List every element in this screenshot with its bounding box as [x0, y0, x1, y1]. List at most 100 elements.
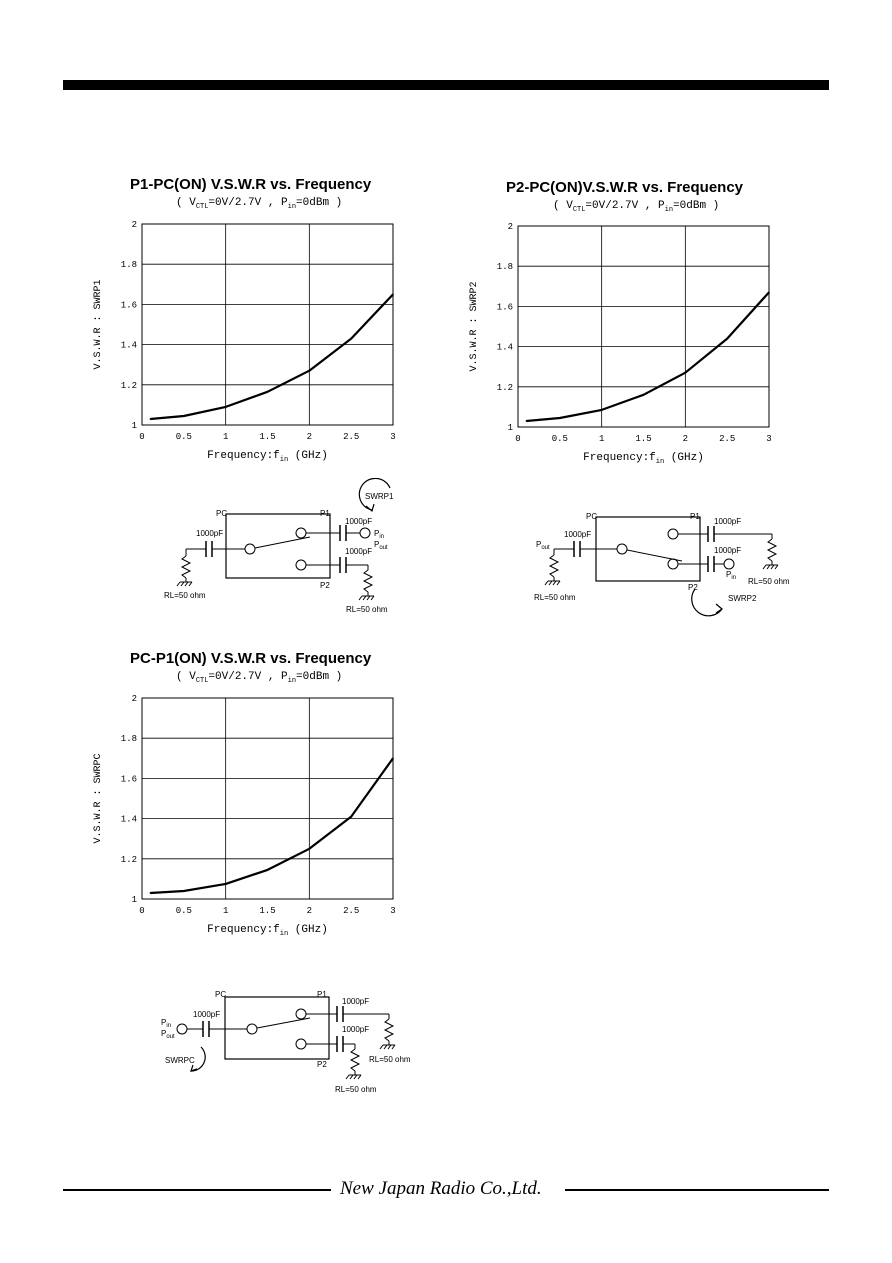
x-axis-label: Frequency:fin (GHz) — [207, 450, 328, 464]
data-point — [224, 883, 227, 885]
cap-in-label: 1000pF — [564, 530, 591, 539]
y-axis-label: V.S.W.R : SWRP2 — [469, 281, 480, 371]
x-tick-label: 1 — [223, 906, 228, 916]
plot-frame — [141, 223, 394, 426]
p1-label: P1 — [690, 512, 700, 521]
swr-arrow-icon — [190, 1046, 206, 1072]
p1-label: P1 — [320, 509, 330, 518]
vswr-chart-p2: 0 0.5 1 1.5 2 2.5 3 1 1.2 1.4 1.6 1.8 2 Frequency:fin… — [469, 222, 772, 466]
data-point — [559, 417, 561, 419]
data-point — [183, 890, 185, 892]
x-tick-label: 3 — [766, 434, 771, 444]
rl-in-label: RL=50 ohm — [534, 593, 576, 602]
x-axis-label: Frequency:fin (GHz) — [583, 452, 704, 466]
x-tick-label: 2.5 — [719, 434, 735, 444]
x-tick-label: 0 — [515, 434, 520, 444]
x-tick-label: 1.5 — [635, 434, 651, 444]
swr-label: SWRPC — [165, 1056, 195, 1065]
rl-in-label: RL=50 ohm — [164, 591, 206, 600]
y-axis-label: V.S.W.R : SWRP1 — [93, 279, 104, 369]
data-point — [224, 406, 227, 408]
cap-p1-label: 1000pF — [714, 517, 741, 526]
data-point — [350, 815, 352, 818]
chart-title: PC-P1(ON) V.S.W.R vs. Frequency — [130, 650, 372, 667]
vswr-curve — [526, 291, 770, 423]
x-tick-label: 2.5 — [343, 432, 359, 442]
vswr-chart-pc: 0 0.5 1 1.5 2 2.5 3 1 1.2 1.4 1.6 1.8 2 Frequency:fin… — [93, 694, 396, 938]
footer-rule-right — [565, 1189, 829, 1191]
test-circuit-1: SWRP1 PC P1 P2 1000pF RL=50 ohm 1000pF P… — [164, 478, 394, 614]
data-point — [308, 847, 311, 850]
y-tick-label: 1.8 — [121, 734, 137, 744]
pout-label: Pout — [374, 540, 388, 551]
rl-p1-label: RL=50 ohm — [748, 577, 790, 586]
y-tick-label: 2 — [132, 694, 137, 704]
swr-label: SWRP1 — [365, 492, 394, 501]
x-tick-label: 0.5 — [176, 432, 192, 442]
cap-p1-label: 1000pF — [342, 997, 369, 1006]
chart-subtitle: ( VCTL=0V/2.7V , Pin=0dBm ) — [553, 200, 720, 215]
chart-subtitle: ( VCTL=0V/2.7V , Pin=0dBm ) — [176, 671, 343, 686]
y-tick-label: 1 — [132, 421, 137, 431]
cap-p2-label: 1000pF — [714, 546, 741, 555]
switch-box — [225, 513, 331, 579]
test-circuit-2: PC P1 P2 1000pF Pout RL=50 ohm 1000pF RL… — [534, 512, 790, 617]
swr-arrow-icon — [358, 478, 391, 511]
pin-label: Pin — [161, 1018, 171, 1029]
x-axis-label: Frequency:fin (GHz) — [207, 924, 328, 938]
data-point — [684, 371, 687, 374]
cap-p2-label: 1000pF — [345, 547, 372, 556]
x-tick-label: 2 — [307, 906, 312, 916]
chart-subtitle: ( VCTL=0V/2.7V , Pin=0dBm ) — [176, 197, 343, 212]
pin-label: Pin — [374, 529, 384, 540]
y-tick-label: 1.4 — [121, 815, 137, 825]
y-tick-label: 2 — [132, 220, 137, 230]
data-point — [392, 757, 394, 760]
pout-label: Pout — [161, 1029, 175, 1040]
pc-label: PC — [586, 512, 597, 521]
data-point — [726, 337, 728, 340]
vswr-chart-p1: 0 0.5 1 1.5 2 2.5 3 1 1.2 1.4 1.6 1.8 2 Frequency:fin… — [93, 220, 396, 464]
data-point — [768, 291, 770, 294]
data-point — [266, 869, 269, 871]
x-tick-label: 0.5 — [176, 906, 192, 916]
x-tick-label: 3 — [390, 432, 395, 442]
data-point — [350, 337, 352, 340]
vswr-curve — [150, 293, 394, 421]
data-point — [266, 391, 269, 393]
y-tick-label: 1.8 — [121, 260, 137, 270]
cap-p2-label: 1000pF — [342, 1025, 369, 1034]
header-bar — [63, 80, 829, 90]
data-point — [308, 369, 311, 372]
pc-label: PC — [215, 990, 226, 999]
y-tick-label: 1 — [508, 423, 513, 433]
y-tick-label: 2 — [508, 222, 513, 232]
data-point — [183, 415, 185, 417]
swr-arrow-icon — [691, 588, 723, 617]
x-tick-label: 1 — [223, 432, 228, 442]
x-tick-label: 1.5 — [259, 906, 275, 916]
p1-label: P1 — [317, 990, 327, 999]
p2-label: P2 — [317, 1060, 327, 1069]
data-point — [525, 420, 528, 422]
pout-label: Pout — [536, 540, 550, 551]
y-tick-label: 1 — [132, 895, 137, 905]
chart-title: P1-PC(ON) V.S.W.R vs. Frequency — [130, 176, 372, 193]
y-tick-label: 1.4 — [497, 343, 513, 353]
p2-label: P2 — [688, 583, 698, 592]
y-tick-label: 1.4 — [121, 341, 137, 351]
p2-label: P2 — [320, 581, 330, 590]
cap-in-label: 1000pF — [196, 529, 223, 538]
cap-in-label: 1000pF — [193, 1010, 220, 1019]
rl-p2-label: RL=50 ohm — [346, 605, 388, 614]
plot-frame — [141, 697, 394, 900]
x-tick-label: 0 — [139, 432, 144, 442]
pc-label: PC — [216, 509, 227, 518]
x-tick-label: 2 — [683, 434, 688, 444]
test-circuit-3: PC P1 P2 1000pF Pin Pout SWRPC 1000pF RL… — [161, 990, 411, 1094]
y-tick-label: 1.2 — [497, 383, 513, 393]
x-tick-label: 1.5 — [259, 432, 275, 442]
common-port-icon — [244, 543, 256, 555]
data-point — [149, 892, 152, 894]
rl-p1-label: RL=50 ohm — [369, 1055, 411, 1064]
